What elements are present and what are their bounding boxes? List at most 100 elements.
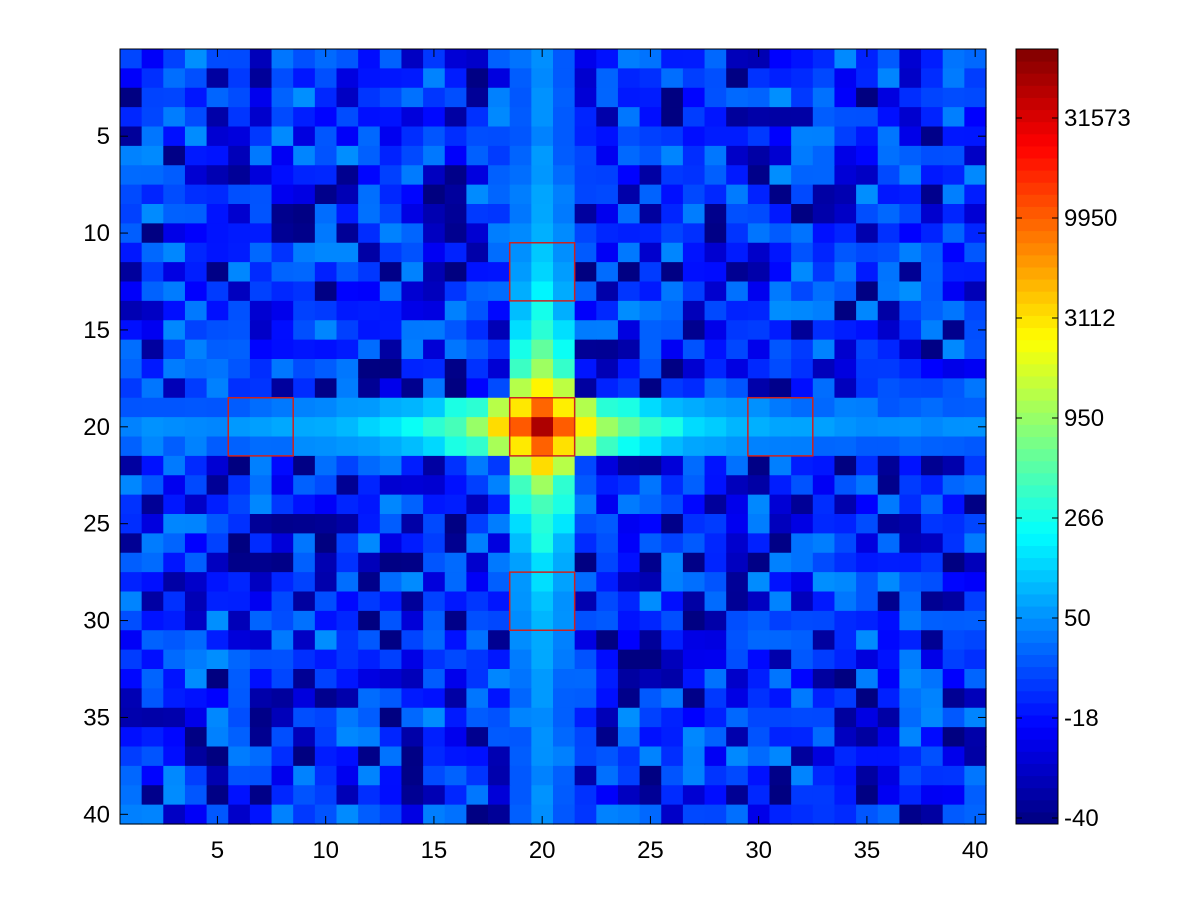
heatmap-cell <box>704 436 727 457</box>
heatmap-cell <box>704 804 727 825</box>
heatmap-cell <box>293 145 316 166</box>
heatmap-cell <box>401 242 424 263</box>
heatmap-cell <box>682 494 706 515</box>
heatmap-cell <box>617 300 641 321</box>
heatmap-cell <box>553 630 576 651</box>
heatmap-cell <box>877 533 900 554</box>
heatmap-cell <box>358 707 381 728</box>
heatmap-cell <box>877 417 900 438</box>
heatmap-cell <box>639 707 662 728</box>
heatmap-cell <box>834 514 857 534</box>
heatmap-cell <box>726 87 749 108</box>
heatmap-cell <box>791 397 814 418</box>
heatmap-cell <box>856 378 879 399</box>
heatmap-cell <box>206 591 229 612</box>
heatmap-cell <box>249 455 273 476</box>
heatmap-cell <box>921 610 944 631</box>
heatmap-cell <box>228 107 251 128</box>
heatmap-cell <box>812 514 836 534</box>
heatmap-cell <box>531 455 554 476</box>
heatmap-cell <box>942 397 965 418</box>
heatmap-cell <box>184 785 208 806</box>
heatmap-cell <box>553 727 576 748</box>
heatmap-cell <box>682 68 706 89</box>
heatmap-cell <box>444 87 467 108</box>
heatmap-cell <box>163 87 186 108</box>
heatmap-cell <box>401 378 424 399</box>
heatmap-cell <box>769 223 792 244</box>
heatmap-cell <box>899 475 922 496</box>
heatmap-cell <box>488 494 511 515</box>
heatmap-cell <box>726 417 749 438</box>
heatmap-cell <box>271 397 294 418</box>
heatmap-cell <box>769 649 792 670</box>
heatmap-cell <box>574 107 597 128</box>
heatmap-cell <box>184 359 208 379</box>
heatmap-cell <box>921 727 944 748</box>
heatmap-cell <box>509 417 532 438</box>
heatmap-cell <box>661 165 684 186</box>
heatmap-cell <box>249 339 273 360</box>
heatmap-cell <box>553 320 576 341</box>
heatmap-cell <box>661 494 684 515</box>
heatmap-cell <box>661 107 684 128</box>
heatmap-cell <box>314 494 338 515</box>
heatmap-cell <box>336 242 359 263</box>
heatmap-cell <box>401 204 424 224</box>
heatmap-cell <box>358 630 381 651</box>
heatmap-cell <box>401 49 424 69</box>
heatmap-cell <box>812 87 836 108</box>
heatmap-cell <box>726 746 749 767</box>
heatmap-cell <box>682 87 706 108</box>
heatmap-cell <box>942 126 965 147</box>
heatmap-cell <box>617 165 641 186</box>
heatmap-cell <box>856 688 879 709</box>
heatmap-cell <box>488 339 511 360</box>
heatmap-cell <box>639 688 662 709</box>
heatmap-cell <box>964 669 987 689</box>
heatmap-cell <box>249 436 273 457</box>
heatmap-cell <box>812 223 836 244</box>
heatmap-cell <box>769 475 792 496</box>
heatmap-cell <box>769 436 792 457</box>
heatmap-cell <box>704 339 727 360</box>
heatmap-cell <box>206 204 229 224</box>
heatmap-cell <box>401 417 424 438</box>
heatmap-cell <box>899 107 922 128</box>
heatmap-cell <box>661 184 684 205</box>
heatmap-cell <box>704 765 727 786</box>
heatmap-cell <box>921 785 944 806</box>
heatmap-cell <box>509 649 532 670</box>
heatmap-cell <box>141 87 164 108</box>
heatmap-cell <box>120 436 143 457</box>
heatmap-cell <box>466 126 489 147</box>
heatmap-cell <box>163 649 186 670</box>
heatmap-cell <box>228 649 251 670</box>
heatmap-cell <box>336 262 359 283</box>
heatmap-cell <box>358 669 381 689</box>
heatmap-cell <box>358 514 381 534</box>
heatmap-cell <box>509 49 532 69</box>
heatmap-cell <box>639 107 662 128</box>
heatmap-cell <box>358 804 381 825</box>
heatmap-cell <box>509 610 532 631</box>
heatmap-cell <box>423 533 446 554</box>
heatmap-cell <box>704 204 727 224</box>
heatmap-cell <box>553 572 576 593</box>
heatmap-cell <box>141 591 164 612</box>
heatmap-cell <box>228 339 251 360</box>
heatmap-cell <box>509 378 532 399</box>
heatmap-cell <box>358 87 381 108</box>
heatmap-cell <box>877 610 900 631</box>
heatmap-cell <box>379 514 403 534</box>
heatmap-cell <box>553 242 576 263</box>
heatmap-cell <box>791 87 814 108</box>
heatmap-cell <box>141 436 164 457</box>
heatmap-cell <box>964 242 987 263</box>
heatmap-cell <box>488 533 511 554</box>
heatmap-cell <box>531 417 554 438</box>
heatmap-cell <box>314 591 338 612</box>
heatmap-cell <box>574 87 597 108</box>
heatmap-cell <box>921 494 944 515</box>
heatmap-cell <box>834 107 857 128</box>
